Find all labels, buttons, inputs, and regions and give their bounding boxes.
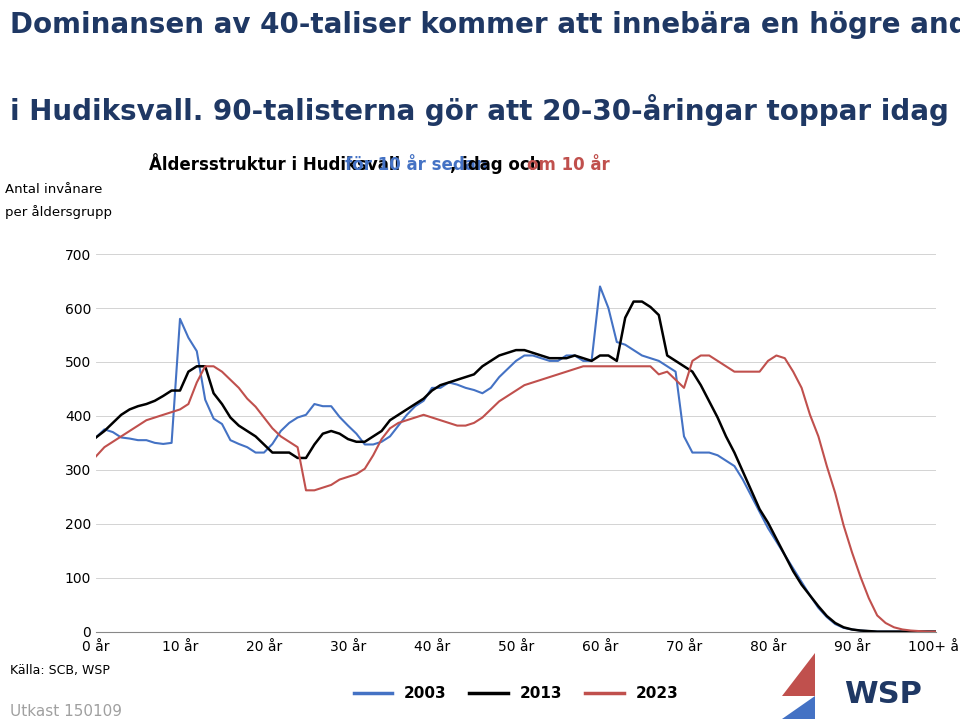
Text: Åldersstruktur i Hudiksvall: Åldersstruktur i Hudiksvall bbox=[149, 156, 406, 174]
Text: Utkast 150109: Utkast 150109 bbox=[10, 704, 122, 719]
Text: för 10 år sedan: för 10 år sedan bbox=[345, 156, 488, 174]
Polygon shape bbox=[782, 696, 815, 719]
Text: Antal invånare: Antal invånare bbox=[5, 183, 102, 196]
Text: per åldersgrupp: per åldersgrupp bbox=[5, 205, 111, 219]
Text: Källa: SCB, WSP: Källa: SCB, WSP bbox=[10, 664, 109, 677]
Legend: 2003, 2013, 2023: 2003, 2013, 2023 bbox=[348, 680, 684, 707]
Text: WSP: WSP bbox=[845, 680, 923, 709]
Text: om 10 år: om 10 år bbox=[527, 156, 610, 174]
Text: i Hudiksvall. 90-talisterna gör att 20-30-åringar toppar idag: i Hudiksvall. 90-talisterna gör att 20-3… bbox=[10, 94, 948, 126]
Text: Dominansen av 40-taliser kommer att innebära en högre andel gamla: Dominansen av 40-taliser kommer att inne… bbox=[10, 11, 960, 39]
Polygon shape bbox=[782, 653, 815, 696]
Text: , idag och: , idag och bbox=[450, 156, 547, 174]
